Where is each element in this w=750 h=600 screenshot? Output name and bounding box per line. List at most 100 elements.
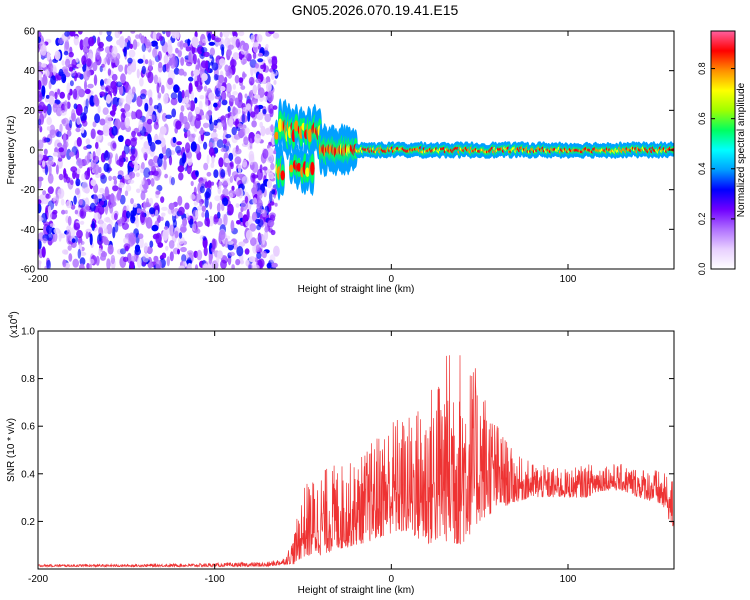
spectrogram-cell [146,149,151,155]
spectrogram-cell [229,94,236,102]
y-tick-label: 1.0 [21,327,35,338]
spectrogram-band-cell [296,162,301,172]
x-tick-label: 0 [389,274,395,285]
spectrogram-cell [132,39,138,50]
spectrogram-cell [232,52,240,61]
spectrogram-cell [192,223,197,231]
spectrogram-cell [170,177,175,186]
x-tick-label: 100 [560,574,577,585]
spectrogram-cell [42,237,47,244]
spectrogram-cell [247,111,251,122]
spectrogram-cell [93,94,98,105]
spectrogram-cell [38,260,42,265]
spectrogram-cell [131,86,136,95]
spectrogram-cell [168,59,174,66]
spectrogram-cell [184,96,189,104]
spectrogram-cell [54,147,59,154]
spectrogram-cell [268,31,275,35]
spectrogram-cell [202,38,209,44]
spectrogram-cell [252,197,258,205]
spectrogram-cell [142,89,147,94]
spectrogram-cell [155,209,159,219]
spectrogram-cell [211,238,216,250]
spectrogram-cell [120,112,126,123]
spectrogram-cell [93,74,98,86]
spectrogram-cell [236,246,244,257]
spectrogram-cell [214,37,222,43]
spectrogram-cell [274,202,278,207]
spectrogram-cell [129,233,137,245]
spectrogram-cell [260,125,266,137]
spectrogram-cell [106,258,111,269]
spectrogram-cell [63,168,67,177]
spectrogram-cell [232,83,236,90]
spectrogram-cell [200,60,208,69]
spectrogram-cell [270,163,275,170]
spectrogram-cell [38,199,42,205]
spectrogram-cell [185,61,193,67]
spectrogram-cell [199,95,205,100]
spectrogram-cell [71,58,77,69]
spectrogram-cell [142,201,146,211]
spectrogram-cell [204,181,209,189]
spectrogram-cell [148,59,153,71]
spectrogram-cell [211,62,219,71]
spectrogram-cell [99,187,105,194]
spectrogram-cell [84,155,89,166]
spectrogram-cell [45,193,51,199]
x-tick-label: 0 [389,574,395,585]
spectrogram-cell [165,114,173,120]
colorbar-label: Normalized spectral amplitude [736,82,747,217]
spectrogram-cell [207,180,212,189]
spectrogram-cell [195,171,199,178]
spectrogram-cell [41,246,46,258]
spectrogram-cell [237,31,245,37]
spectrogram-cell [130,31,136,34]
spectrogram-cell [104,46,111,54]
spectrogram-cell [130,255,136,263]
spectrogram-cell [199,201,203,207]
spectrogram-cell [150,141,156,152]
spectrogram-cell [42,75,48,86]
spectrogram-cell [241,176,249,185]
spectrogram-cell [257,87,265,98]
spectrogram-cell [100,79,104,87]
spectrogram-cell [205,111,211,121]
spectrogram-cell [107,244,114,255]
spectrogram-cell [39,113,45,125]
spectrogram-cell [182,42,189,48]
spectrogram-cell [41,85,46,97]
spectrogram-cell [145,42,153,46]
spectrogram-cell [208,215,214,227]
spectrogram-cell [89,202,96,212]
spectrogram-cell [42,190,47,196]
spectrogram-cell [208,41,216,46]
spectrogram-cell [67,215,72,226]
spectrogram-cell [57,157,63,162]
spectrogram-cell [155,259,162,269]
spectrogram-cell [200,127,204,135]
spectrogram-cell [41,212,48,224]
spectrogram-cell [86,58,92,67]
spectrogram-cell [239,259,245,265]
spectrogram-cell [201,205,206,212]
spectrogram-cell [124,64,128,75]
spectrogram-cell [178,206,185,216]
spectrogram-cell [47,62,54,73]
spectrogram-cell [220,90,227,101]
spectrogram-cell [251,174,259,179]
spectrogram-cell [264,113,272,123]
spectrogram-cell [66,229,71,242]
spectrogram-cell [203,246,208,257]
spectrogram-cell [201,73,208,82]
spectrogram-cell [244,127,250,134]
spectrogram-cell [141,43,146,52]
spectrogram-cell [71,109,76,121]
spectrogram-cell [232,107,238,115]
spectrogram-cell [152,47,158,58]
spectrogram-cell [236,220,241,225]
spectrogram-cell [82,120,88,127]
spectrogram-cell [229,176,234,183]
spectrogram-cell [257,58,264,63]
spectrogram-cell [97,194,103,199]
